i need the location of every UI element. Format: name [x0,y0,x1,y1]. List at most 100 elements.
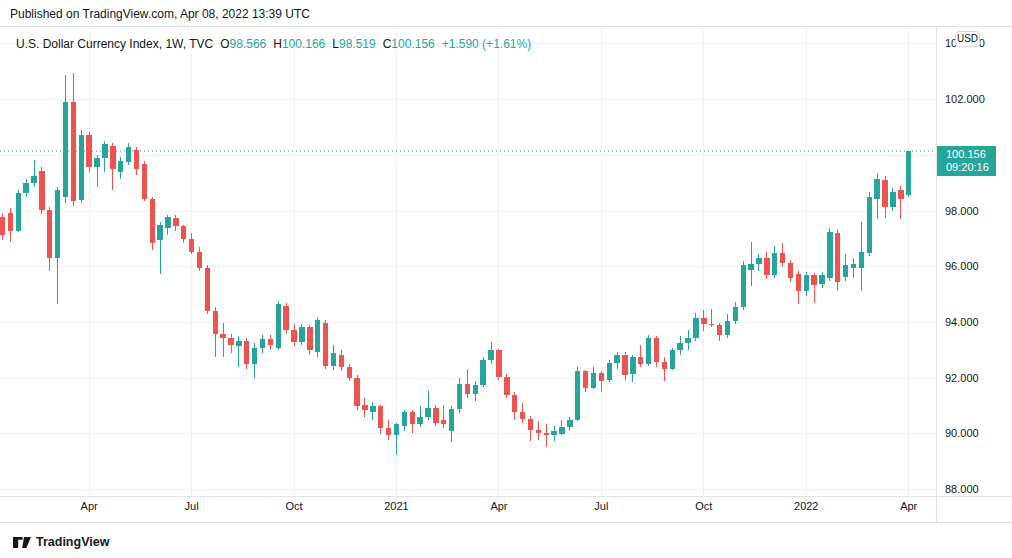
candle [480,360,485,385]
time-axis[interactable] [0,497,936,522]
candle [331,353,336,366]
candle [551,431,556,435]
candle [764,258,769,275]
candle [307,327,312,351]
candle [488,350,493,360]
candle [23,183,28,193]
candle [638,357,643,364]
candle [677,343,682,350]
candle [16,193,21,231]
legend: U.S. Dollar Currency Index, 1W, TVC O98.5… [16,37,531,51]
candle [236,341,241,347]
candle [583,371,588,388]
candle [662,362,667,369]
candle [756,258,761,264]
candle [110,146,115,170]
candle [213,311,218,333]
candle [591,373,596,388]
candle [244,341,249,365]
candle [8,213,13,231]
candle [55,190,60,258]
candle [890,192,895,207]
candle [882,180,887,206]
candle [291,330,296,343]
candle [772,253,777,275]
candle [685,338,690,344]
candle [748,264,753,270]
candle [276,304,281,347]
tradingview-logo-icon [13,537,31,548]
candle [906,151,911,195]
candle [701,318,706,324]
candle [449,409,454,431]
candle [410,412,415,425]
candle [646,338,651,364]
axis-borders [0,27,1012,523]
candle [654,338,659,362]
candle [575,371,580,420]
candle [607,363,612,380]
candle [898,190,903,198]
candle [725,321,730,335]
ohlc-open: O98.566 [220,37,266,51]
candle [504,377,509,395]
published-text: Published on TradingView.com, Apr 08, 20… [10,7,310,21]
candle [31,176,36,183]
candle [457,384,462,409]
candle [71,102,76,201]
candle [252,348,257,365]
bar-countdown: 09:20:16 [946,161,996,174]
candle [260,339,265,347]
candle [496,350,501,376]
candle [268,339,273,345]
candle [189,239,194,252]
candle [804,275,809,290]
candle [874,179,879,198]
candle [197,252,202,269]
tradingview-attribution: TradingView [13,532,109,552]
candle [811,275,816,285]
candle [315,320,320,352]
candle [118,161,123,172]
candle [347,367,352,378]
candle [157,225,162,240]
candle [425,408,430,418]
price-label: 100.156 09:20:16 [937,146,996,176]
candle [693,318,698,337]
candle [142,164,147,199]
candle [378,406,383,428]
candle [709,324,714,325]
published-bar: Published on TradingView.com, Apr 08, 20… [0,0,1012,27]
candle [520,412,525,419]
candle [86,135,91,167]
candle [79,135,84,200]
candle [512,395,517,412]
currency-button[interactable]: USD [955,31,980,47]
candlestick-chart: 88.00090.00092.00094.00096.00098.000100.… [0,0,1012,558]
candle [150,199,155,244]
candle [126,147,131,162]
candle [622,355,627,376]
candle [165,217,170,228]
symbol-title: U.S. Dollar Currency Index, 1W, TVC [16,37,213,51]
candle [0,217,5,235]
candle [733,307,738,321]
candles [0,73,911,455]
candle [63,102,68,197]
candle [283,306,288,330]
candle [39,171,44,210]
candle [544,433,549,436]
candle [47,210,52,259]
candle [843,265,848,276]
candle [441,420,446,424]
candle [788,263,793,278]
candle [717,325,722,335]
last-price: 100.156 [946,148,996,161]
candle [362,405,367,411]
candle [370,406,375,412]
price-axis[interactable] [937,27,1012,522]
candle [614,355,619,363]
candle [134,150,139,169]
candle [567,420,572,427]
candle [528,419,533,430]
